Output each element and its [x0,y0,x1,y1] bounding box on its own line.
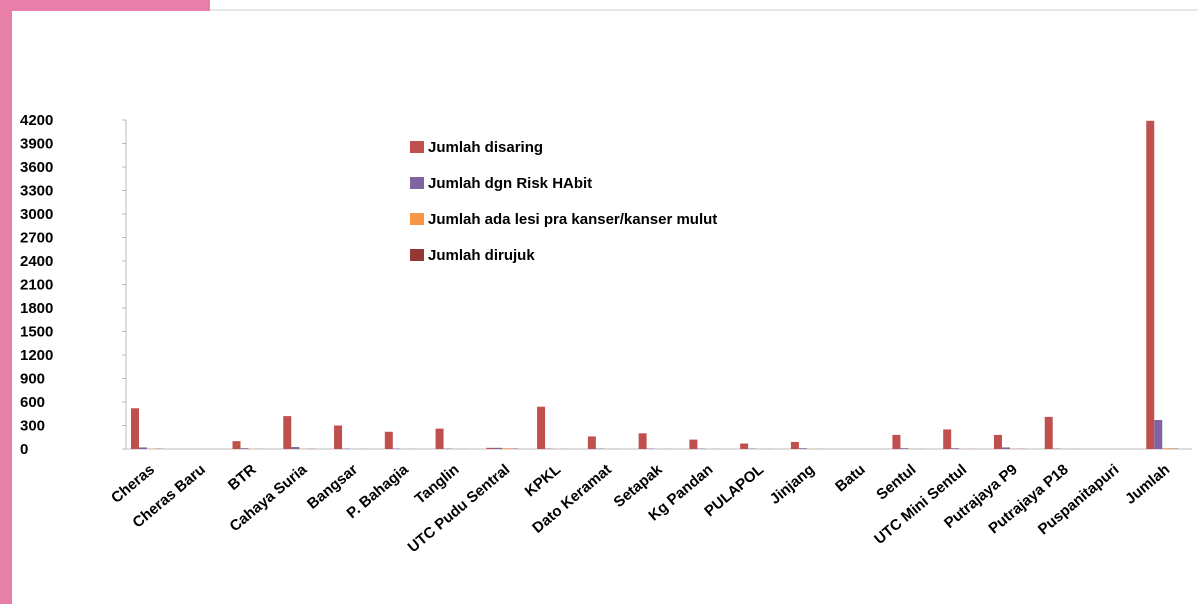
y-tick-label: 1500 [20,324,53,341]
x-tick-label: Jinjang [767,461,818,508]
bar [951,448,959,449]
bar [1146,121,1154,449]
bar [537,407,545,449]
y-tick-label: 300 [20,418,45,435]
bar [1045,417,1053,449]
bar [494,448,502,449]
bar [486,448,494,449]
y-tick-label: 1200 [20,347,53,364]
bar [502,448,510,449]
y-tick-label: 3000 [20,206,53,223]
bar [943,429,951,449]
y-tick-label: 3300 [20,183,53,200]
legend-label: Jumlah dirujuk [428,247,535,264]
decor-left [0,0,12,604]
x-tick-label: BTR [225,461,260,494]
bar [689,440,697,449]
y-tick-label: 3600 [20,159,53,176]
legend-swatch [410,213,424,225]
bar [900,448,908,449]
x-tick-label: Sentul [873,461,919,503]
bar [1154,420,1162,449]
decor-top [0,0,210,11]
bar [994,435,1002,449]
legend-swatch [410,141,424,153]
bar [139,447,147,449]
y-tick-label: 1800 [20,300,53,317]
x-tick-label: UTC Mini Sentul [871,461,970,548]
y-tick-label: 2400 [20,253,53,270]
bar [799,448,807,449]
y-tick-label: 0 [20,441,28,458]
y-tick-label: 900 [20,371,45,388]
y-tick-label: 2100 [20,277,53,294]
bar [1162,448,1170,449]
bar [233,441,241,449]
y-tick-label: 2700 [20,230,53,247]
bar [791,442,799,449]
legend-label: Jumlah dgn Risk HAbit [428,175,592,192]
bar [385,432,393,449]
bar [588,436,596,449]
legend-swatch [410,249,424,261]
y-tick-label: 3900 [20,136,53,153]
legend-label: Jumlah disaring [428,139,543,156]
x-tick-label: KPKL [522,461,564,500]
bar [291,447,299,449]
x-tick-label: Jumlah [1122,461,1173,508]
y-tick-label: 600 [20,394,45,411]
legend-swatch [410,177,424,189]
bar [283,416,291,449]
x-tick-label: Batu [832,461,868,495]
bar [892,435,900,449]
bar [1002,447,1010,449]
bar [740,444,748,449]
bar [131,408,139,449]
bar [436,429,444,449]
legend-label: Jumlah ada lesi pra kanser/kanser mulut [428,211,717,228]
bar [241,448,249,449]
bar [639,433,647,449]
y-tick-label: 4200 [20,112,53,129]
bar [334,426,342,450]
